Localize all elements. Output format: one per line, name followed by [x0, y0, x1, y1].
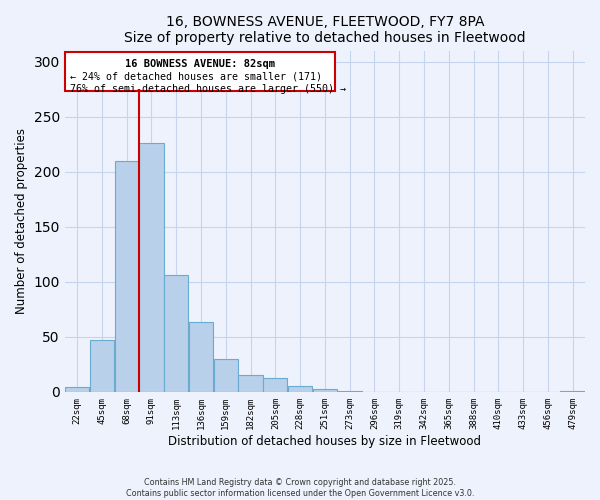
Bar: [115, 160, 139, 392]
X-axis label: Distribution of detached houses by size in Fleetwood: Distribution of detached houses by size …: [169, 434, 481, 448]
Bar: [164, 275, 188, 392]
Bar: [288, 386, 312, 392]
Bar: [263, 378, 287, 392]
Text: ← 24% of detached houses are smaller (171): ← 24% of detached houses are smaller (17…: [70, 72, 322, 82]
Bar: [338, 390, 362, 392]
FancyBboxPatch shape: [65, 52, 335, 92]
Text: Contains HM Land Registry data © Crown copyright and database right 2025.
Contai: Contains HM Land Registry data © Crown c…: [126, 478, 474, 498]
Bar: [90, 340, 114, 392]
Text: 16 BOWNESS AVENUE: 82sqm: 16 BOWNESS AVENUE: 82sqm: [125, 59, 275, 69]
Text: 76% of semi-detached houses are larger (550) →: 76% of semi-detached houses are larger (…: [70, 84, 346, 94]
Y-axis label: Number of detached properties: Number of detached properties: [15, 128, 28, 314]
Bar: [189, 322, 213, 392]
Bar: [139, 143, 164, 392]
Bar: [313, 388, 337, 392]
Bar: [214, 359, 238, 392]
Bar: [238, 376, 263, 392]
Bar: [560, 390, 585, 392]
Title: 16, BOWNESS AVENUE, FLEETWOOD, FY7 8PA
Size of property relative to detached hou: 16, BOWNESS AVENUE, FLEETWOOD, FY7 8PA S…: [124, 15, 526, 45]
Bar: [65, 388, 89, 392]
